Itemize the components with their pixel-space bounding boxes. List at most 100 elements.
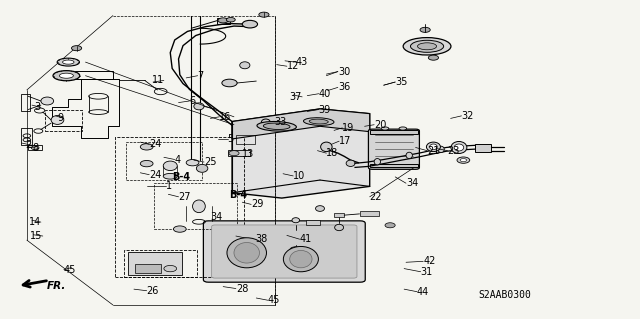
Circle shape — [243, 20, 257, 28]
Text: 10: 10 — [293, 171, 305, 181]
Circle shape — [385, 223, 395, 228]
Text: B-4: B-4 — [230, 190, 248, 200]
Ellipse shape — [406, 152, 412, 159]
Text: 12: 12 — [287, 61, 300, 71]
Text: FR.: FR. — [47, 281, 67, 291]
Text: 40: 40 — [319, 89, 331, 99]
Text: 19: 19 — [342, 123, 355, 133]
Text: 27: 27 — [179, 192, 191, 202]
FancyBboxPatch shape — [204, 221, 365, 282]
Ellipse shape — [53, 70, 80, 81]
Text: 16: 16 — [220, 112, 232, 122]
Ellipse shape — [399, 127, 406, 130]
Text: 5: 5 — [228, 134, 234, 144]
Circle shape — [186, 160, 199, 166]
Ellipse shape — [261, 119, 270, 125]
Text: 24: 24 — [149, 139, 161, 149]
Bar — [236, 136, 255, 144]
Ellipse shape — [51, 115, 64, 124]
Text: 13: 13 — [243, 149, 255, 159]
Ellipse shape — [451, 141, 467, 153]
FancyBboxPatch shape — [212, 225, 357, 278]
Text: 18: 18 — [326, 148, 339, 158]
Bar — [125, 142, 202, 180]
Ellipse shape — [426, 142, 440, 152]
Text: 28: 28 — [236, 284, 248, 293]
Bar — [370, 164, 418, 167]
Text: 39: 39 — [319, 105, 331, 115]
Text: 23: 23 — [447, 146, 460, 156]
Bar — [45, 110, 82, 131]
Circle shape — [428, 55, 438, 60]
Polygon shape — [232, 109, 370, 139]
Bar — [75, 71, 113, 79]
Ellipse shape — [321, 142, 332, 152]
Ellipse shape — [284, 247, 319, 272]
Circle shape — [218, 18, 228, 23]
Text: 32: 32 — [461, 111, 474, 121]
Ellipse shape — [335, 224, 344, 231]
Circle shape — [420, 27, 430, 33]
Text: 44: 44 — [417, 287, 429, 297]
Text: 1: 1 — [166, 182, 172, 191]
Circle shape — [173, 226, 186, 232]
Ellipse shape — [374, 159, 381, 165]
Ellipse shape — [163, 161, 177, 171]
Text: 33: 33 — [274, 117, 286, 127]
Bar — [306, 220, 320, 225]
Ellipse shape — [257, 122, 296, 131]
Text: 4: 4 — [175, 154, 181, 165]
Ellipse shape — [417, 43, 436, 50]
Ellipse shape — [309, 119, 328, 124]
Ellipse shape — [403, 38, 451, 55]
Text: 15: 15 — [31, 231, 43, 241]
Ellipse shape — [163, 174, 177, 179]
Ellipse shape — [196, 164, 208, 172]
Text: 31: 31 — [420, 267, 433, 277]
Text: 25: 25 — [204, 157, 216, 167]
Bar — [28, 145, 42, 150]
Circle shape — [222, 79, 237, 87]
Circle shape — [140, 144, 153, 150]
Circle shape — [460, 159, 467, 162]
Text: 34: 34 — [406, 178, 419, 188]
Bar — [228, 150, 250, 156]
Circle shape — [457, 157, 470, 163]
Text: 41: 41 — [300, 234, 312, 244]
Ellipse shape — [429, 144, 437, 150]
Text: 37: 37 — [290, 92, 302, 102]
Ellipse shape — [41, 97, 54, 105]
Ellipse shape — [290, 250, 312, 268]
Ellipse shape — [263, 123, 290, 130]
Ellipse shape — [292, 218, 300, 223]
Ellipse shape — [240, 62, 250, 69]
Text: 34: 34 — [211, 212, 223, 222]
Ellipse shape — [234, 242, 259, 263]
Bar — [20, 94, 30, 111]
Circle shape — [140, 160, 153, 167]
Text: 14: 14 — [29, 217, 41, 227]
Ellipse shape — [193, 200, 205, 213]
Text: 21: 21 — [427, 146, 440, 156]
Ellipse shape — [63, 60, 74, 64]
Ellipse shape — [316, 206, 324, 211]
Text: 26: 26 — [147, 286, 159, 296]
FancyBboxPatch shape — [369, 129, 419, 169]
Ellipse shape — [346, 160, 355, 167]
Text: 35: 35 — [395, 77, 408, 87]
Ellipse shape — [194, 103, 204, 110]
Text: 29: 29 — [251, 199, 264, 209]
Bar — [127, 252, 182, 275]
Text: 24: 24 — [149, 170, 161, 180]
Circle shape — [227, 18, 236, 22]
Ellipse shape — [60, 73, 74, 78]
Text: 45: 45 — [64, 264, 76, 275]
Text: 38: 38 — [255, 234, 268, 244]
Bar — [217, 18, 230, 24]
Bar — [154, 183, 237, 229]
Bar — [475, 144, 491, 152]
Text: 2: 2 — [26, 140, 32, 150]
Ellipse shape — [303, 118, 334, 125]
Bar — [135, 264, 161, 273]
Circle shape — [259, 12, 269, 17]
